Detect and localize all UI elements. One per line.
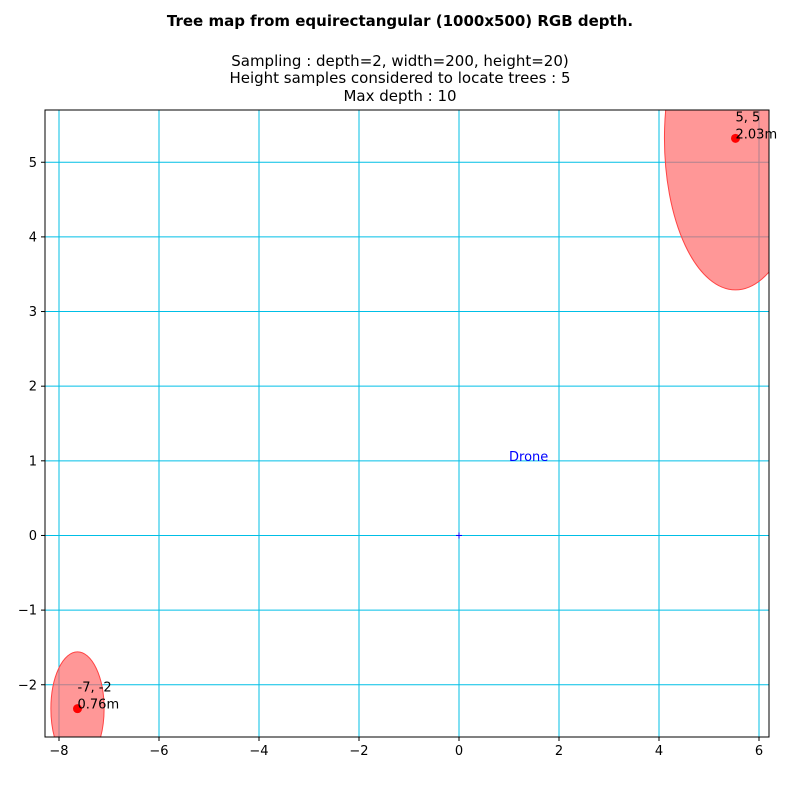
tree-height-label: 2.03m — [736, 127, 778, 142]
tree-areas — [50, 110, 769, 737]
tree-labels: 5, 5 2.03m -7, -2 0.76m — [78, 110, 778, 712]
tree-points — [73, 133, 740, 714]
y-tick-label: 1 — [29, 454, 37, 469]
drone-label: Drone — [509, 450, 548, 465]
x-tick-label: −6 — [149, 744, 168, 759]
chart-subtitle-sampling: Sampling : depth=2, width=200, height=20… — [231, 52, 569, 70]
tree-coord-label: -7, -2 — [78, 681, 112, 696]
axes-frame — [44, 109, 770, 738]
y-tick-label: 2 — [29, 380, 37, 395]
tree-point — [73, 704, 82, 714]
x-tick-label: −4 — [249, 744, 268, 759]
x-tick-label: 2 — [555, 744, 563, 759]
x-tick-label: −8 — [49, 744, 68, 759]
x-tick-label: 0 — [455, 744, 463, 759]
y-tick-label: −2 — [18, 678, 37, 693]
chart-subtitle-max-depth: Max depth : 10 — [343, 87, 457, 105]
tree-coord-label: 5, 5 — [736, 110, 761, 125]
y-tick-label: 3 — [29, 305, 37, 320]
tree-point — [731, 133, 740, 143]
tree-height-label: 0.76m — [78, 698, 120, 713]
x-tick-label: −2 — [349, 744, 368, 759]
y-tick-label: 5 — [29, 156, 37, 171]
y-tick-label: 4 — [29, 230, 37, 245]
tree-area-circle — [50, 651, 105, 737]
tree-area-circle — [663, 110, 769, 291]
y-tick-label: 0 — [29, 529, 37, 544]
drone: Drone — [456, 450, 548, 539]
chart-title: Tree map from equirectangular (1000x500)… — [166, 12, 634, 30]
chart-subtitle-height-samples: Height samples considered to locate tree… — [229, 69, 571, 87]
x-tick-label: 4 — [655, 744, 663, 759]
x-tick-label: 6 — [755, 744, 763, 759]
y-tick-label: −1 — [18, 604, 37, 619]
grid — [45, 110, 769, 737]
ticks: −8 −6 −4 −2 0 2 4 6 −2 −1 0 1 2 3 4 5 — [18, 156, 763, 759]
